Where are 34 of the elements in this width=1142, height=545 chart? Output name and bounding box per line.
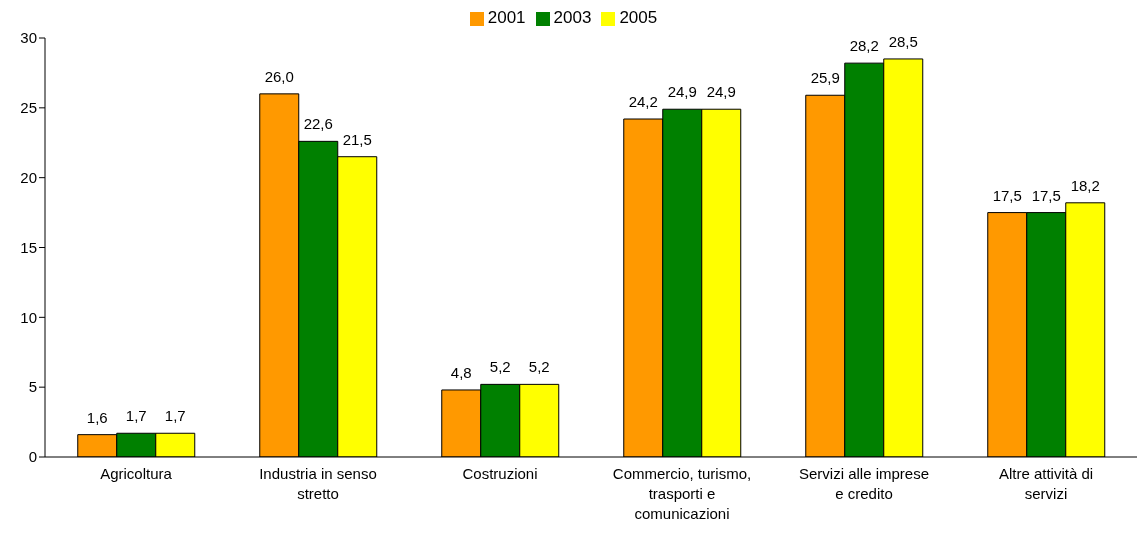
- y-tick-label: 10: [20, 308, 37, 326]
- y-tick-label: 30: [20, 29, 37, 47]
- y-tick-label: 5: [28, 378, 37, 396]
- data-label: 1,7: [164, 407, 186, 425]
- y-tick-label: 0: [28, 448, 37, 466]
- y-tick-label: 25: [20, 99, 37, 117]
- x-tick-label: Altre attività di servizi: [998, 465, 1094, 502]
- data-label: 28,2: [849, 37, 879, 55]
- data-label: 28,5: [888, 32, 918, 50]
- data-label: 21,5: [342, 130, 372, 148]
- data-label: 5,2: [489, 358, 511, 376]
- data-label: 1,7: [125, 407, 147, 425]
- x-tick-label: Agricoltura: [100, 465, 173, 482]
- x-tick-label: Industria in senso stretto: [259, 465, 377, 502]
- data-label: 17,5: [992, 186, 1022, 204]
- data-label: 18,2: [1070, 176, 1100, 194]
- data-label: 26,0: [264, 67, 294, 85]
- data-label: 1,6: [86, 408, 108, 426]
- x-tick-label: Commercio, turismo, trasporti e comunicazioni: [612, 465, 752, 522]
- data-label: 24,2: [628, 93, 658, 111]
- data-label: 25,9: [810, 69, 840, 87]
- data-label: 24,9: [667, 83, 697, 101]
- legend-label: 2003: [553, 8, 592, 27]
- data-label: 4,8: [450, 363, 472, 381]
- legend-label: 2001: [487, 8, 526, 27]
- legend-label: 2005: [619, 8, 658, 27]
- data-label: 24,9: [706, 83, 736, 101]
- x-tick-label: Servizi alle imprese e credito: [798, 465, 930, 502]
- y-tick-label: 20: [20, 168, 37, 186]
- data-label: 5,2: [528, 358, 550, 376]
- data-label: 17,5: [1031, 186, 1061, 204]
- y-tick-label: 15: [20, 238, 37, 256]
- x-tick-label: Costruzioni: [462, 465, 538, 482]
- data-label: 22,6: [303, 115, 333, 133]
